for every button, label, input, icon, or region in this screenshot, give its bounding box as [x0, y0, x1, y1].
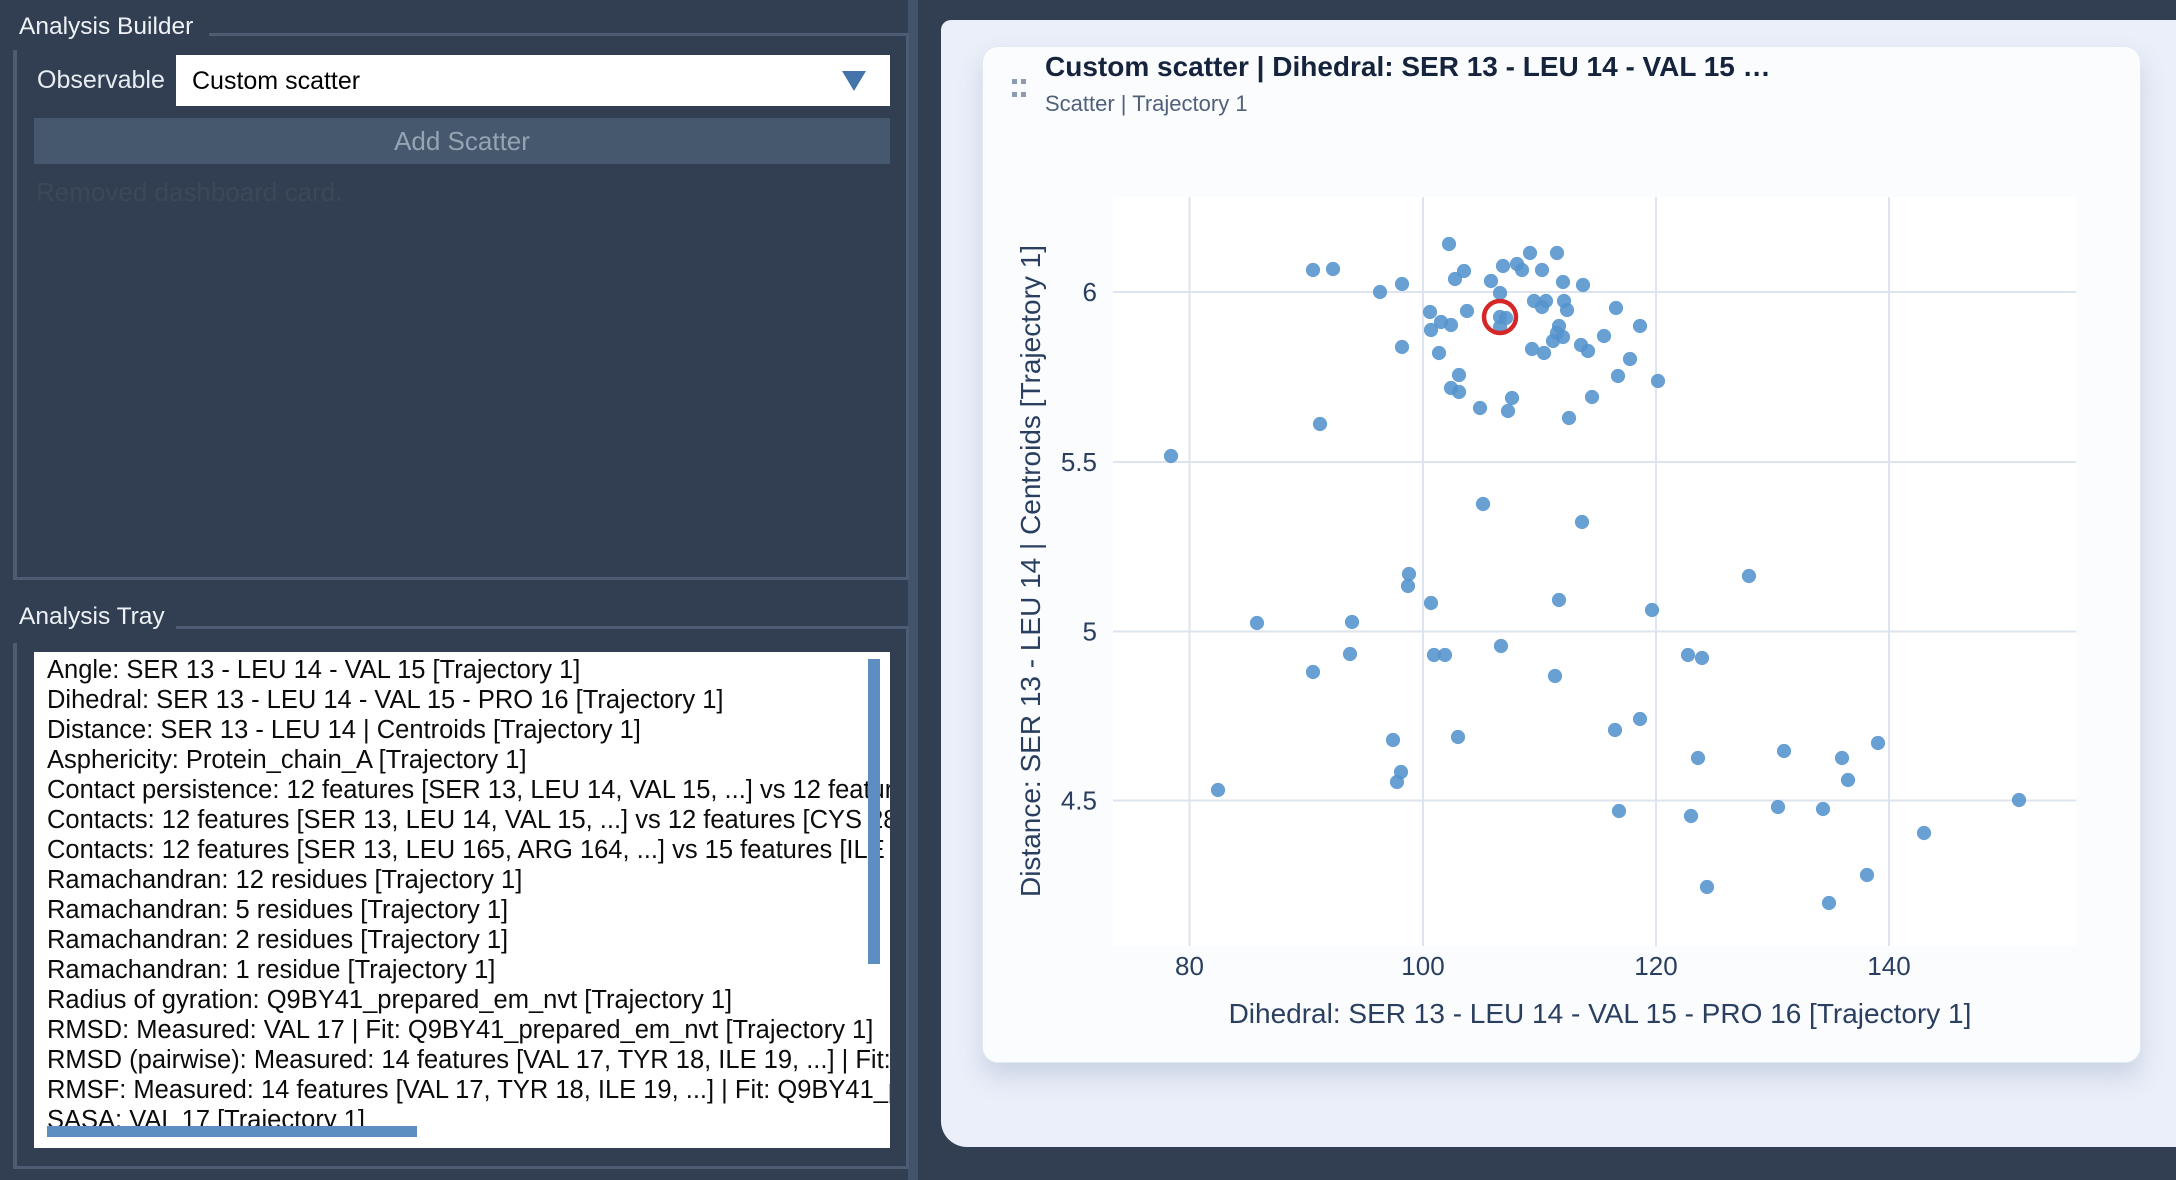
svg-text:80: 80: [1175, 951, 1204, 981]
svg-text:5.5: 5.5: [1061, 447, 1097, 477]
svg-text:6: 6: [1083, 277, 1097, 307]
svg-text:120: 120: [1634, 951, 1677, 981]
svg-text:4.5: 4.5: [1061, 786, 1097, 816]
svg-text:140: 140: [1867, 951, 1910, 981]
svg-text:5: 5: [1083, 617, 1097, 647]
svg-text:Distance: SER 13 - LEU 14 | Ce: Distance: SER 13 - LEU 14 | Centroids [T…: [1015, 245, 1046, 897]
svg-text:Dihedral: SER 13 - LEU 14 - VA: Dihedral: SER 13 - LEU 14 - VAL 15 - PRO…: [1229, 998, 1972, 1029]
svg-text:100: 100: [1401, 951, 1444, 981]
